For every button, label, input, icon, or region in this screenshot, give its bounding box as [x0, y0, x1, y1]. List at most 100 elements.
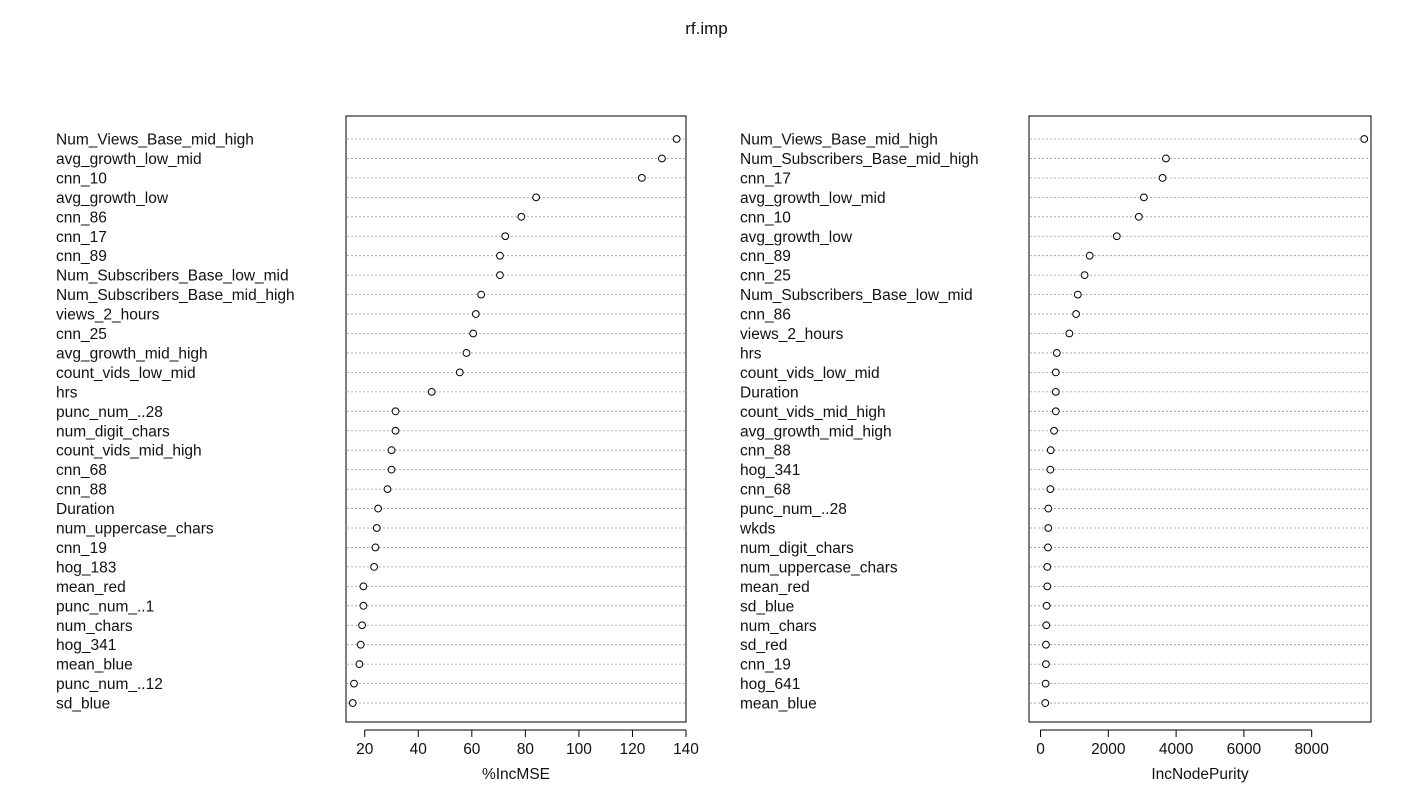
incnodepurity-data-point: [1158, 174, 1167, 182]
incnodepurity-data-point: [1044, 504, 1053, 513]
incmse-data-point: [372, 524, 381, 532]
incmse-row-label: punc_num_..28: [56, 404, 163, 421]
incmse-x-tick-label: 60: [463, 741, 481, 758]
incnodepurity-row-label: avg_growth_low: [740, 229, 853, 246]
incnodepurity-x-tick-label: 6000: [1227, 741, 1262, 758]
incnodepurity-data-point: [1042, 621, 1051, 630]
chart-title: rf.imp: [685, 19, 728, 38]
incmse-x-tick-label: 140: [673, 741, 699, 758]
incmse-data-point: [371, 543, 380, 552]
incmse-data-point: [469, 329, 478, 338]
incnodepurity-data-point: [1072, 310, 1081, 318]
incnodepurity-row-label: cnn_19: [740, 657, 791, 674]
incnodepurity-row-label: sd_red: [740, 637, 787, 654]
incmse-row-label: num_digit_chars: [56, 423, 170, 440]
incnodepurity-row-label: punc_num_..28: [740, 501, 847, 518]
incmse-row-label: hog_183: [56, 559, 116, 576]
incmse-row-label: count_vids_mid_high: [56, 443, 202, 460]
incnodepurity-plot-frame: [1028, 115, 1372, 723]
incnodepurity-data-point: [1046, 485, 1055, 494]
incmse-row-label: Num_Views_Base_mid_high: [56, 132, 254, 149]
incmse-row-label: mean_blue: [56, 657, 133, 674]
incmse-data-point: [532, 193, 540, 202]
incnodepurity-data-point: [1065, 329, 1074, 338]
incmse-data-point: [496, 251, 504, 260]
incnodepurity-data-point: [1051, 368, 1060, 377]
incnodepurity-row-label: cnn_10: [740, 209, 791, 226]
incnodepurity-data-point: [1041, 679, 1050, 688]
incnodepurity-data-point: [1140, 193, 1148, 202]
incmse-row-label: cnn_86: [56, 209, 107, 226]
incnodepurity-row-label: hrs: [740, 345, 762, 362]
incmse-row-label: Num_Subscribers_Base_mid_high: [56, 287, 295, 304]
incnodepurity-row-label: cnn_17: [740, 170, 791, 187]
incmse-row-label: sd_blue: [56, 696, 110, 713]
incmse-row-label: count_vids_low_mid: [56, 365, 196, 382]
incnodepurity-row-label: avg_growth_mid_high: [740, 423, 892, 440]
incmse-data-point: [374, 504, 383, 513]
incmse-row-label: cnn_19: [56, 540, 107, 557]
incmse-data-point: [387, 465, 396, 474]
incnodepurity-data-point: [1043, 563, 1052, 571]
incnodepurity-data-point: [1044, 524, 1053, 532]
incnodepurity-row-label: num_digit_chars: [740, 540, 854, 557]
incnodepurity-data-point: [1041, 699, 1050, 707]
incnodepurity-x-tick-label: 8000: [1294, 741, 1329, 758]
incnodepurity-x-tick-label: 4000: [1159, 741, 1194, 758]
incnodepurity-data-point: [1134, 212, 1143, 221]
incmse-row-label: avg_growth_low: [56, 190, 169, 207]
incnodepurity-row-label: cnn_89: [740, 248, 791, 265]
incnodepurity-row-label: cnn_86: [740, 307, 791, 324]
incmse-x-axis-label: %IncMSE: [482, 766, 550, 783]
incmse-data-point: [462, 349, 471, 357]
incmse-data-point: [427, 387, 436, 396]
incnodepurity-row-label: mean_blue: [740, 696, 817, 713]
incmse-data-point: [501, 232, 510, 241]
incmse-data-point: [358, 621, 366, 630]
incmse-data-point: [637, 174, 646, 182]
incnodepurity-data-point: [1162, 154, 1170, 163]
incnodepurity-data-point: [1073, 290, 1082, 299]
incmse-x-tick-label: 40: [410, 741, 428, 758]
incmse-data-point: [517, 212, 526, 221]
incmse-row-label: cnn_25: [56, 326, 107, 343]
incmse-data-point: [359, 601, 368, 610]
incnodepurity-data-point: [1046, 465, 1055, 474]
incnodepurity-data-point: [1046, 446, 1055, 455]
incnodepurity-x-tick-label: 0: [1036, 741, 1045, 758]
incmse-data-point: [356, 640, 365, 649]
incmse-row-label: avg_growth_low_mid: [56, 151, 202, 168]
incmse-data-point: [370, 563, 379, 571]
incnodepurity-row-label: cnn_68: [740, 482, 791, 499]
incmse-data-point: [391, 426, 400, 435]
incmse-x-tick-label: 100: [566, 741, 592, 758]
incnodepurity-data-point: [1112, 232, 1121, 241]
incnodepurity-row-label: Num_Views_Base_mid_high: [740, 132, 938, 149]
incmse-row-label: hog_341: [56, 637, 116, 654]
incmse-data-point: [496, 271, 504, 280]
incmse-row-label: num_uppercase_chars: [56, 521, 214, 538]
incnodepurity-row-label: num_chars: [740, 618, 817, 635]
incmse-data-point: [391, 407, 400, 416]
incnodepurity-data-point: [1042, 601, 1051, 610]
incnodepurity-data-point: [1080, 271, 1089, 280]
incmse-row-label: cnn_68: [56, 462, 107, 479]
incmse-data-point: [658, 154, 666, 163]
incnodepurity-row-label: count_vids_low_mid: [740, 365, 880, 382]
incnodepurity-data-point: [1085, 251, 1094, 260]
incnodepurity-data-point: [1051, 387, 1060, 396]
incnodepurity-data-point: [1360, 135, 1369, 143]
incmse-x-tick-label: 120: [620, 741, 646, 758]
incmse-row-label: views_2_hours: [56, 307, 160, 324]
incmse-row-label: mean_red: [56, 579, 126, 596]
incnodepurity-data-point: [1044, 543, 1052, 552]
incnodepurity-data-point: [1052, 349, 1061, 357]
incmse-x-tick-label: 80: [517, 741, 535, 758]
incmse-x-tick-label: 20: [356, 741, 374, 758]
incnodepurity-data-point: [1043, 582, 1052, 591]
incnodepurity-row-label: count_vids_mid_high: [740, 404, 886, 421]
incmse-row-label: hrs: [56, 384, 78, 401]
incmse-row-label: cnn_17: [56, 229, 107, 246]
